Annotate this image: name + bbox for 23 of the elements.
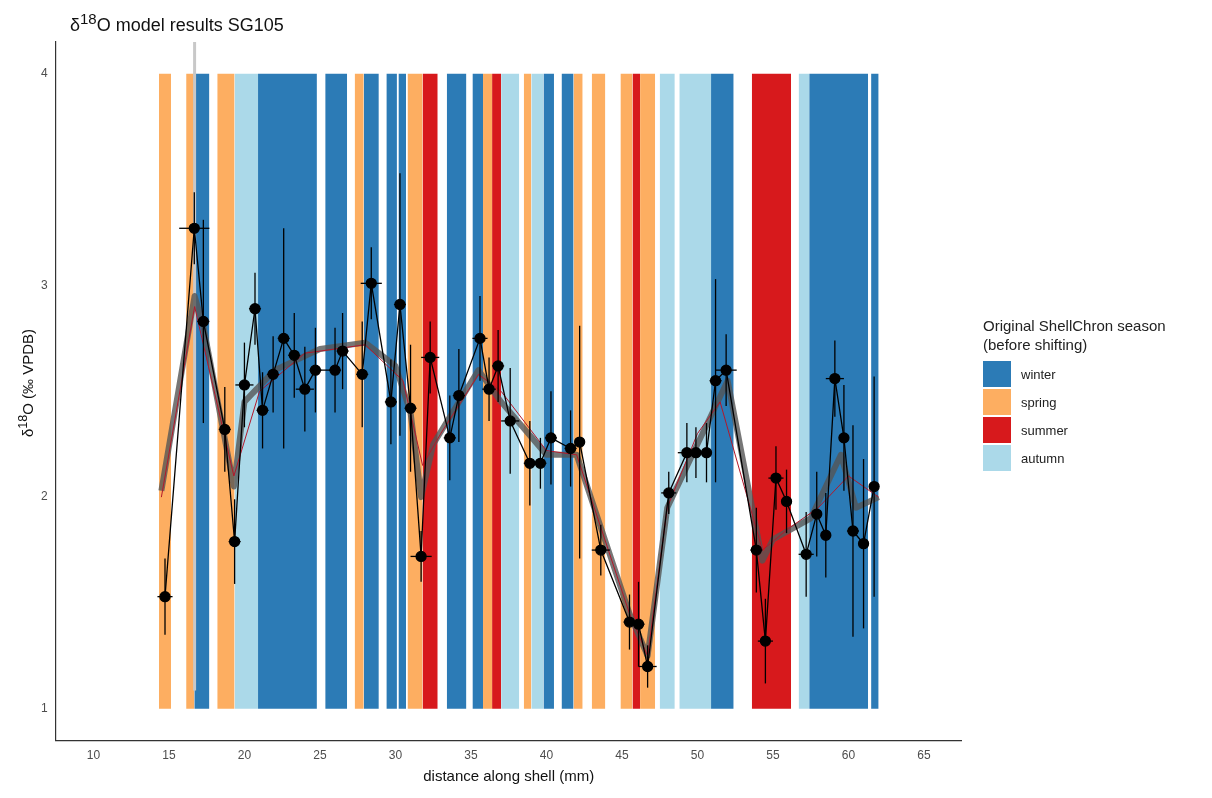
y-tick-label: 4 [40,66,48,81]
chart-title: δ$^{18}$O model results SG105 [70,10,284,36]
x-tick-label: 10 [86,748,101,763]
legend-label: winter [1021,366,1056,382]
x-tick-label: 15 [162,748,176,763]
x-tick-label: 30 [388,748,403,763]
x-tick-label: 40 [539,748,554,763]
x-tick-label: 25 [313,748,327,763]
legend-label: autumn [1021,450,1065,466]
x-tick-label: 65 [917,748,931,763]
y-tick-label: 2 [40,489,48,504]
x-tick-label: 45 [615,748,629,763]
legend-label: summer [1021,422,1068,438]
y-tick-label: 3 [40,277,48,292]
legend-title: Original ShellChron season (before shifting) [983,316,1166,354]
x-tick-label: 20 [237,748,252,763]
x-axis-title: distance along shell (mm) [423,767,595,785]
legend-label: spring [1021,394,1057,410]
x-tick-label: 50 [690,748,705,763]
y-tick-label: 1 [40,701,48,716]
x-tick-label: 60 [841,748,856,763]
x-tick-label: 35 [464,748,478,763]
x-tick-label: 55 [766,748,780,763]
